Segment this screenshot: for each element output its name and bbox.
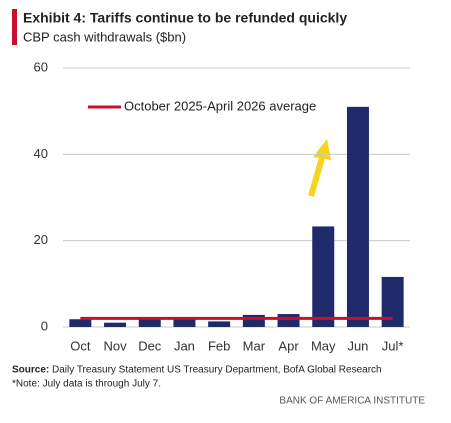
chart-title: Exhibit 4: Tariffs continue to be refund… — [23, 10, 347, 26]
y-tick-label: 20 — [34, 232, 48, 247]
brand: BANK OF AMERICA INSTITUTE — [279, 396, 425, 407]
chart-subtitle: CBP cash withdrawals ($bn) — [23, 29, 186, 44]
source-label: Source: — [12, 365, 49, 376]
x-tick-label: Oct — [70, 338, 91, 353]
bar — [242, 314, 265, 327]
bar — [104, 322, 127, 327]
bar — [173, 319, 196, 327]
y-tick-label: 60 — [34, 59, 48, 74]
x-tick-label: Jul* — [382, 338, 404, 353]
x-tick-label: Nov — [103, 338, 127, 353]
x-tick-label: Apr — [278, 338, 299, 353]
x-tick-label: Dec — [138, 338, 162, 353]
x-tick-label: May — [311, 338, 336, 353]
trend-arrow — [308, 139, 331, 197]
title-accent — [12, 9, 17, 45]
bar — [69, 319, 92, 327]
arrow-head — [313, 139, 331, 160]
x-tick-label: Mar — [243, 338, 266, 353]
bar — [312, 226, 335, 327]
bar — [208, 321, 231, 327]
bar — [381, 276, 404, 327]
y-tick-label: 0 — [41, 318, 48, 333]
bar — [277, 314, 300, 327]
x-tick-label: Jun — [347, 338, 368, 353]
x-tick-label: Jan — [174, 338, 195, 353]
arrow-shaft — [308, 157, 325, 197]
x-tick-label: Feb — [208, 338, 230, 353]
y-tick-label: 40 — [34, 146, 48, 161]
bar — [346, 106, 369, 327]
legend-label: October 2025-April 2026 average — [124, 98, 316, 113]
source: Daily Treasury Statement US Treasury Dep… — [52, 365, 382, 376]
bar — [138, 319, 161, 327]
note: *Note: July data is through July 7. — [12, 379, 161, 390]
